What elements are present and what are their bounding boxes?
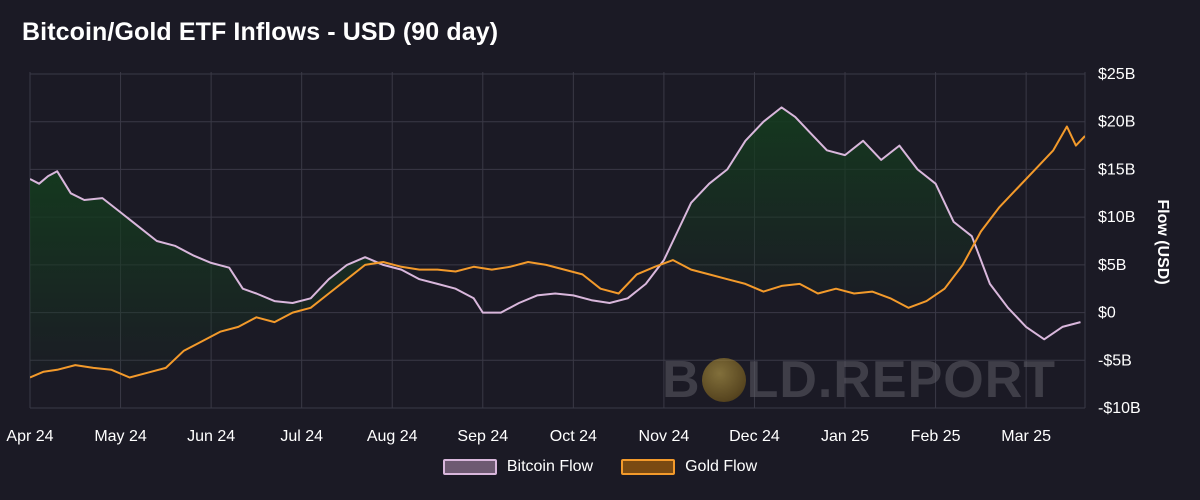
legend-swatch-bitcoin	[442, 459, 497, 475]
bitcoin-area-fill	[30, 171, 377, 378]
watermark: B LD.REPORT	[662, 350, 1056, 410]
y-tick-label: $20B	[1098, 114, 1135, 131]
x-tick-label: Jul 24	[280, 428, 323, 445]
legend-item-bitcoin[interactable]: Bitcoin Flow	[442, 458, 594, 476]
legend: Bitcoin Flow Gold Flow	[0, 458, 1200, 476]
x-tick-label: Feb 25	[911, 428, 961, 445]
bitcoin-flow-line[interactable]	[30, 106, 1081, 341]
x-tick-label: Dec 24	[729, 428, 780, 445]
x-axis-ticks: Apr 24 May 24 Jun 24 Jul 24 Aug 24 Sep 24 Oct …	[6, 428, 1051, 445]
x-tick-label: Jun 24	[187, 428, 235, 445]
x-tick-label: May 24	[94, 428, 147, 445]
x-tick-label: Nov 24	[639, 428, 690, 445]
x-tick-label: Oct 24	[550, 428, 597, 445]
y-tick-label: $15B	[1098, 161, 1135, 178]
y-tick-label: $10B	[1098, 209, 1135, 226]
chart-title: Bitcoin/Gold ETF Inflows - USD (90 day)	[22, 18, 499, 46]
y-tick-label: $5B	[1098, 257, 1126, 274]
watermark-text-right: LD.REPORT	[746, 351, 1057, 409]
y-tick-label: $0	[1098, 305, 1116, 322]
y-axis-ticks: $25B $20B $15B $10B $5B $0 -$5B -$10B	[1098, 66, 1141, 417]
x-tick-label: Sep 24	[457, 428, 508, 445]
y-tick-label: -$5B	[1098, 352, 1132, 369]
bitcoin-area-fill	[662, 107, 973, 308]
legend-swatch-gold	[621, 459, 676, 475]
legend-label-bitcoin: Bitcoin Flow	[506, 458, 594, 475]
legend-label-gold: Gold Flow	[685, 458, 758, 475]
legend-item-gold[interactable]: Gold Flow	[621, 458, 757, 476]
y-tick-label: $25B	[1098, 66, 1135, 83]
x-tick-label: Aug 24	[367, 428, 418, 445]
watermark-text-left: B	[662, 351, 701, 409]
x-tick-label: Jan 25	[821, 428, 869, 445]
y-tick-label: -$10B	[1098, 400, 1141, 417]
gold-flow-line[interactable]	[30, 125, 1085, 379]
gold-coin-icon	[701, 358, 746, 402]
x-tick-label: Mar 25	[1001, 428, 1051, 445]
x-tick-label: Apr 24	[6, 428, 53, 445]
y-axis-label: Flow (USD)	[1154, 199, 1171, 284]
